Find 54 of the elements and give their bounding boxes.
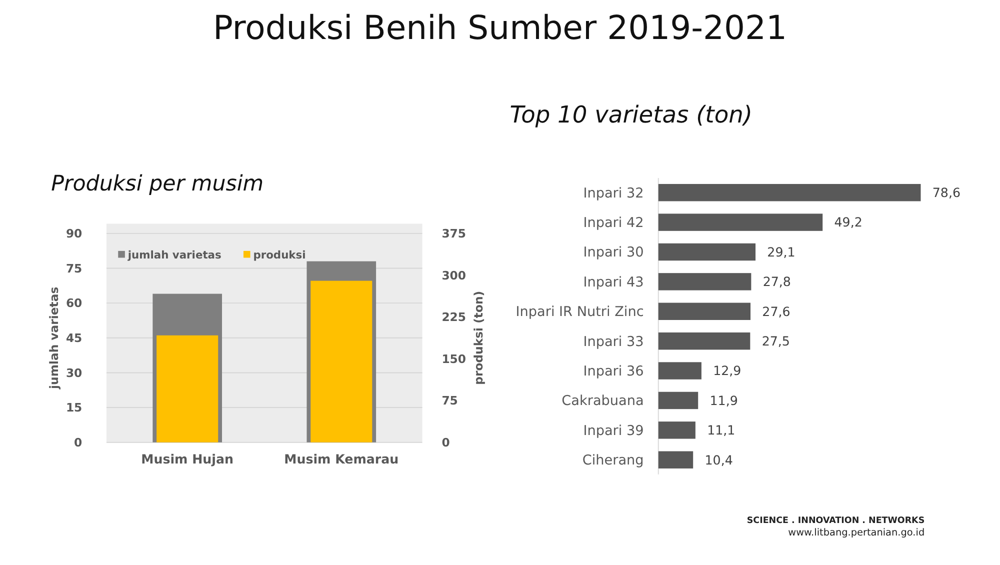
data-label: 29,1 (767, 244, 796, 260)
y2-tick-label: 225 (442, 310, 466, 324)
bar (658, 422, 696, 439)
y2-tick-label: 75 (442, 394, 458, 408)
y2-tick-label: 0 (442, 435, 450, 450)
data-label: 12,9 (713, 363, 742, 378)
y-axis-title: jumlah varietas (46, 286, 61, 390)
y-tick-label: Inpari 32 (583, 185, 644, 202)
bar (658, 302, 751, 320)
y2-axis-title: produksi (ton) (472, 290, 486, 385)
y-tick-label: 45 (66, 330, 82, 345)
chart-subtitle: Produksi per musim (51, 172, 264, 197)
text: Produksi Benih Sumber 2019-2021 (212, 8, 788, 48)
data-label: 27,5 (762, 333, 790, 348)
y-tick-label: Inpari 33 (583, 334, 644, 350)
text: SCIENCE . INNOVATION . NETWORKS (746, 516, 925, 526)
x-tick-label: Musim Hujan (141, 452, 234, 467)
y2-tick-label: 300 (442, 268, 466, 282)
data-label: 27,6 (762, 304, 790, 319)
data-label: 78,6 (932, 185, 961, 200)
y-tick-label: Cakrabuana (562, 393, 644, 410)
y-tick-label: Inpari 36 (583, 364, 644, 380)
y-tick-label: Inpari IR Nutri Zinc (516, 304, 644, 320)
bar (658, 362, 702, 380)
bar (658, 273, 752, 290)
bar (658, 332, 750, 350)
x-tick-label: Musim Kemarau (284, 452, 399, 467)
y-tick-label: Inpari 42 (583, 215, 644, 232)
y-tick-label: 30 (66, 366, 82, 380)
y-tick-label: Inpari 30 (583, 244, 644, 261)
y-tick-label: 75 (66, 261, 82, 276)
y-tick-label: Inpari 39 (583, 422, 644, 439)
y-tick-label: Ciherang (582, 452, 644, 469)
legend-label: produksi (253, 248, 306, 262)
legend-label: jumlah varietas (126, 248, 222, 262)
y-tick-label: 60 (66, 296, 82, 310)
chart-title: Top 10 varietas (ton) (510, 102, 752, 129)
y2-tick-label: 150 (442, 352, 466, 366)
text: www.litbang.pertanian.go.id (788, 528, 925, 539)
data-label: 11,9 (710, 392, 738, 408)
data-label: 49,2 (834, 214, 862, 230)
bar (658, 214, 823, 231)
bar (658, 392, 698, 410)
y2-tick-label: 375 (442, 226, 466, 241)
data-label: 27,8 (762, 274, 791, 290)
y-tick-label: 15 (66, 400, 82, 415)
bar (658, 184, 921, 202)
bar (658, 451, 694, 468)
y-tick-label: 0 (74, 435, 82, 450)
data-label: 11,1 (707, 422, 736, 438)
data-label: 10,4 (704, 452, 733, 468)
y-tick-label: Inpari 43 (583, 274, 644, 290)
bar (658, 243, 756, 261)
y-tick-label: 90 (66, 226, 82, 241)
